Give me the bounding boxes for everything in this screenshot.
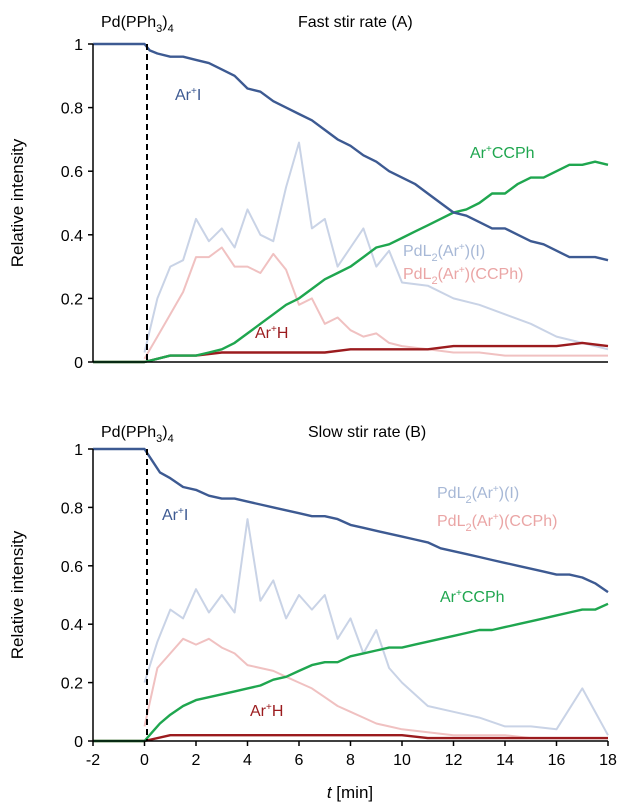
chart-title-a: Fast stir rate (A) [298,14,413,31]
series-line-pdl2ari-a [143,141,609,353]
label-pdl2-arccph-b: PdL2(Ar+)(CCPh) [437,512,557,534]
y-tick-label-a: 0 [74,355,83,372]
x-tick-label-b: 8 [346,752,355,769]
y-axis-title-a: Relative intensity [8,138,27,267]
x-tick-label-b: 18 [599,752,617,769]
label-pdl2-ari-a: PdL2(Ar+)(I) [403,242,485,264]
series-line-pdl2arccph-b [143,637,608,740]
series-line-pdl2arccph-a [143,246,608,360]
series-line-arccph-a [93,160,609,364]
x-tick-label-b: 4 [243,752,252,769]
series-line-ari-a [93,42,609,262]
y-tick-label-a: 0.8 [61,101,83,118]
y-ticks-a: 0 0.2 0.4 0.6 0.8 1 [61,37,93,372]
x-axis-title-b: t [min] [327,783,373,802]
y-tick-label-b: 0.6 [61,559,83,576]
y-ticks-b: 0 0.2 0.4 0.6 0.8 1 [61,442,93,751]
y-tick-label-a: 0.6 [61,164,83,181]
label-arccph-a: Ar+CCPh [470,144,535,162]
y-tick-label-b: 0 [74,734,83,751]
y-tick-label-b: 0.2 [61,676,83,693]
y-tick-label-a: 1 [74,37,83,54]
label-ari-b: Ar+I [162,506,188,524]
x-tick-label-b: 12 [445,752,463,769]
annotation-b: Pd(PPh3)4 [101,424,174,445]
x-tick-label-b: 14 [496,752,514,769]
x-ticks-b: -2 0 2 4 6 8 10 12 14 16 18 [86,741,617,769]
annotation-a: Pd(PPh3)4 [101,14,174,35]
series-line-arccph-b [93,602,609,743]
label-arh-a: Ar+H [255,324,288,342]
chart-title-b: Slow stir rate (B) [308,424,426,441]
y-tick-label-b: 1 [74,442,83,459]
label-arh-b: Ar+H [250,702,283,720]
label-pdl2-ari-b: PdL2(Ar+)(I) [437,484,519,506]
x-tick-label-b: 10 [393,752,411,769]
y-axis-title-b: Relative intensity [8,530,27,659]
y-tick-label-a: 0.4 [61,228,83,245]
series-layer-b [93,447,609,743]
x-tick-label-b: 6 [295,752,304,769]
x-tick-label-b: 16 [548,752,566,769]
y-tick-label-a: 0.2 [61,291,83,308]
label-arccph-b: Ar+CCPh [440,588,505,606]
series-line-arh-a [93,341,609,364]
panel-a: 0 0.2 0.4 0.6 0.8 1 Relative intensity Pd(PPh… [8,14,609,372]
x-tick-label-b: 2 [192,752,201,769]
series-line-ari-b [93,447,609,594]
label-pdl2-arccph-a: PdL2(Ar+)(CCPh) [403,265,523,287]
y-tick-label-b: 0.8 [61,500,83,517]
series-line-pdl2ari-b [143,518,609,736]
x-tick-label-b: -2 [86,752,100,769]
x-tick-label-b: 0 [140,752,149,769]
series-line-arh-b [93,734,608,743]
y-tick-label-b: 0.4 [61,617,83,634]
series-layer-a [93,42,609,364]
label-ari-a: Ar+I [175,86,201,104]
panel-b: 00.20.40.60.81 -2 0 2 4 6 8 10 12 14 16 18 Relativ… [8,424,617,802]
